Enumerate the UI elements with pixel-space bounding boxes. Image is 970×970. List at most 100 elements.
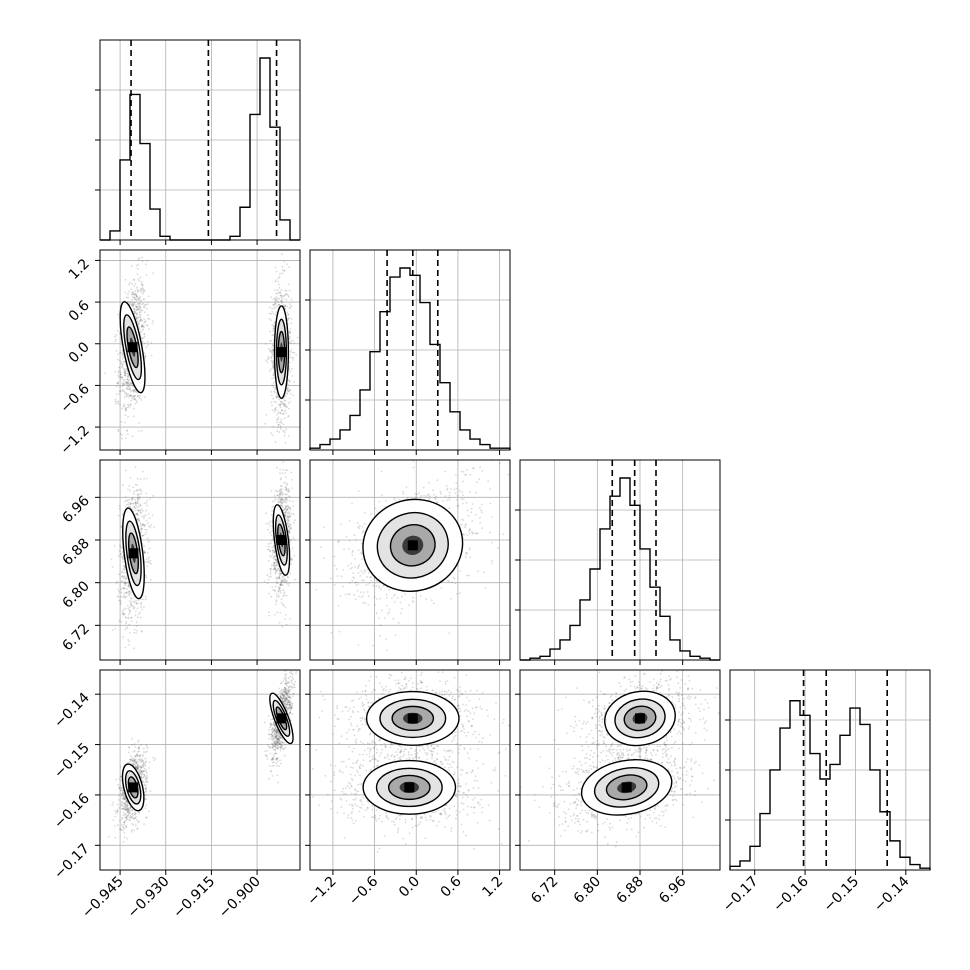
sample-point <box>269 330 271 333</box>
sample-point <box>140 766 143 769</box>
sample-point <box>136 286 139 289</box>
sample-point <box>288 512 291 515</box>
sample-point <box>114 398 117 401</box>
sample-point <box>275 311 278 314</box>
sample-point <box>138 503 141 505</box>
sample-point <box>273 376 275 379</box>
sample-point <box>270 770 272 773</box>
sample-point <box>274 408 277 410</box>
sample-point <box>288 582 291 585</box>
sample-point <box>121 358 124 360</box>
sample-point <box>128 383 131 386</box>
sample-point <box>288 307 291 310</box>
sample-point <box>127 404 130 407</box>
sample-point <box>135 317 138 319</box>
sample-point <box>284 657 286 659</box>
sample-point <box>139 318 142 321</box>
sample-point <box>130 817 133 819</box>
sample-point <box>289 700 291 703</box>
sample-point <box>124 414 127 416</box>
sample-point <box>138 747 141 750</box>
sample-point <box>277 416 280 419</box>
sample-point <box>140 399 143 401</box>
sample-point <box>119 432 122 435</box>
sample-point <box>287 387 289 390</box>
sample-point <box>136 602 139 605</box>
sample-point <box>138 297 141 299</box>
sample-point <box>119 373 122 375</box>
sample-point <box>117 382 120 385</box>
sample-point <box>288 397 291 400</box>
panel-content <box>104 253 299 450</box>
sample-point <box>127 382 129 385</box>
sample-point <box>127 293 129 296</box>
sample-point <box>292 536 295 539</box>
sample-point <box>145 274 148 276</box>
sample-point <box>271 728 274 731</box>
sample-point <box>140 325 143 327</box>
sample-point <box>280 500 282 503</box>
sample-point <box>277 499 279 501</box>
sample-point <box>284 676 287 679</box>
sample-point <box>281 269 284 272</box>
sample-point <box>279 478 282 481</box>
sample-point <box>143 333 146 336</box>
sample-point <box>288 530 291 533</box>
sample-point <box>284 581 286 584</box>
sample-point <box>135 264 138 267</box>
sample-point <box>137 750 139 753</box>
sample-point <box>139 766 142 769</box>
sample-point <box>129 758 132 761</box>
sample-point <box>117 428 120 431</box>
sample-point <box>126 592 128 594</box>
sample-point <box>278 497 281 500</box>
sample-point <box>141 763 144 766</box>
sample-point <box>130 303 133 306</box>
sample-point <box>138 297 141 300</box>
sample-point <box>135 502 138 505</box>
sample-point <box>289 507 292 509</box>
sample-point <box>272 363 275 366</box>
hist-panel-0 <box>95 39 301 245</box>
sample-point <box>126 388 128 390</box>
sample-point <box>125 622 128 625</box>
sample-point <box>286 406 288 408</box>
sample-point <box>278 687 281 690</box>
sample-point <box>131 498 134 500</box>
sample-point <box>129 819 131 822</box>
sample-point <box>124 582 126 584</box>
sample-point <box>137 767 139 769</box>
sample-point <box>285 489 288 492</box>
sample-point <box>137 430 140 433</box>
sample-point <box>279 569 281 572</box>
sample-point <box>289 540 291 543</box>
sample-point <box>121 376 123 379</box>
sample-point <box>137 739 140 742</box>
sample-point <box>274 306 277 309</box>
sample-point <box>277 277 280 280</box>
sample-point <box>147 537 149 540</box>
sample-point <box>133 278 136 281</box>
sample-point <box>121 818 123 820</box>
sample-point <box>272 737 274 740</box>
sample-point <box>121 807 124 810</box>
sample-point <box>277 403 280 406</box>
sample-point <box>125 577 128 580</box>
sample-point <box>276 395 279 398</box>
sample-point <box>142 763 145 765</box>
sample-point <box>285 614 287 616</box>
sample-point <box>280 296 283 299</box>
sample-point <box>284 699 287 702</box>
sample-point <box>276 595 278 598</box>
sample-point <box>126 837 129 840</box>
sample-point <box>293 519 296 522</box>
sample-point <box>267 611 270 614</box>
sample-point <box>282 577 284 580</box>
sample-point <box>282 509 284 512</box>
sample-point <box>284 675 287 678</box>
sample-point <box>286 582 289 585</box>
sample-point <box>285 505 288 508</box>
sample-point <box>142 761 145 764</box>
sample-point <box>289 401 292 403</box>
sample-point <box>137 518 140 521</box>
